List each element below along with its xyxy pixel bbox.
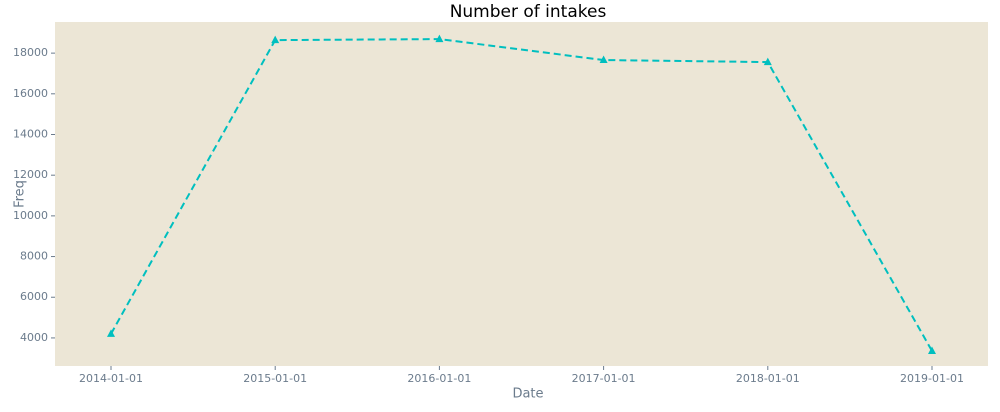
y-tick-label: 4000	[20, 331, 48, 344]
y-tick-label: 6000	[20, 290, 48, 303]
x-tick-label: 2015-01-01	[243, 372, 307, 385]
marker	[271, 35, 280, 44]
y-tick-label: 14000	[13, 127, 48, 140]
marker	[435, 34, 444, 43]
x-tick-label: 2019-01-01	[900, 372, 964, 385]
marker	[107, 329, 115, 337]
y-tick-label: 18000	[13, 46, 48, 59]
y-axis-label: Freq	[13, 180, 28, 208]
plot-area	[55, 22, 988, 366]
y-tick-label: 16000	[13, 87, 48, 100]
x-tick-label: 2014-01-01	[79, 372, 143, 385]
x-tick-label: 2017-01-01	[572, 372, 636, 385]
y-tick-label: 8000	[20, 250, 48, 263]
x-tick-label: 2018-01-01	[736, 372, 800, 385]
y-tick-label: 12000	[13, 168, 48, 181]
x-axis-label: Date	[512, 387, 543, 402]
marker	[763, 57, 772, 66]
marker	[928, 346, 936, 354]
data-line	[110, 38, 933, 352]
chart-title: Number of intakes	[450, 2, 607, 22]
y-tick-label: 10000	[13, 209, 48, 222]
marker	[599, 55, 608, 64]
x-tick-label: 2016-01-01	[407, 372, 471, 385]
